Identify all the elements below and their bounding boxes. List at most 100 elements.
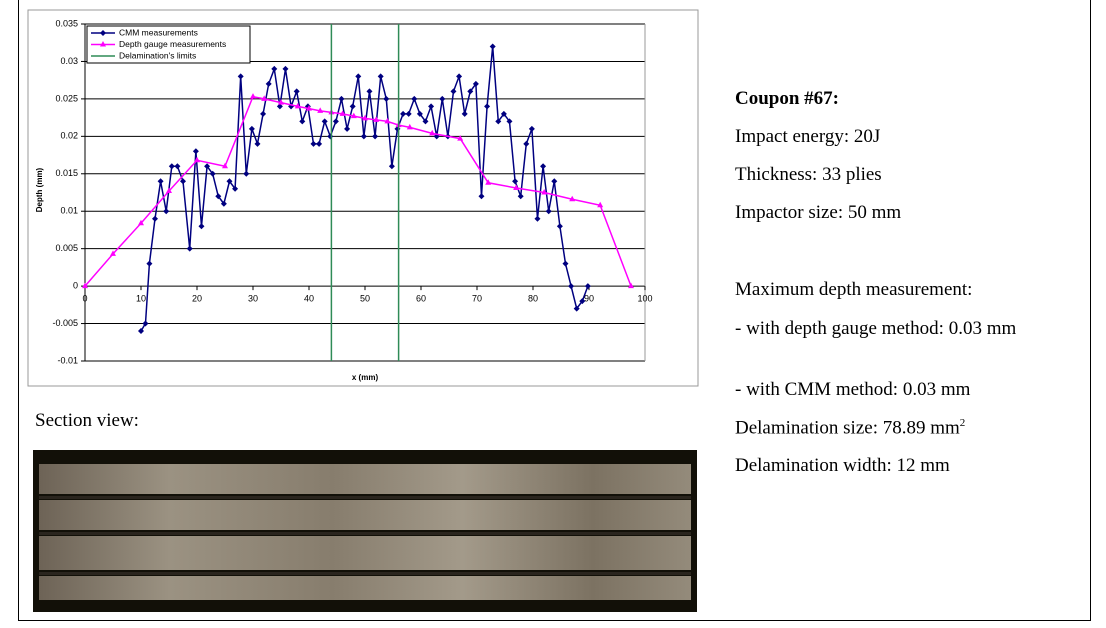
ply-line	[39, 496, 691, 499]
ply-band	[39, 536, 691, 570]
coupon-title: Coupon #67:	[735, 88, 839, 109]
point	[282, 65, 289, 72]
point	[294, 102, 301, 109]
point	[278, 99, 284, 105]
point	[461, 110, 468, 117]
point	[360, 133, 367, 140]
superscript: 2	[959, 417, 966, 429]
y-tick-label: 0.005	[55, 243, 78, 253]
x-tick-label: 0	[82, 293, 87, 303]
point	[232, 185, 239, 192]
y-tick-label: 0.03	[60, 56, 78, 66]
point	[250, 93, 256, 99]
point	[226, 178, 233, 185]
point	[545, 208, 552, 215]
point	[163, 208, 170, 215]
x-axis-label: x (mm)	[352, 373, 379, 382]
ply-band	[39, 576, 691, 600]
legend-label: Delamination's limits	[119, 50, 196, 60]
info-text: Delamination size: 78.89 mm	[735, 417, 960, 439]
ply-line	[39, 532, 691, 535]
x-tick-label: 40	[304, 293, 314, 303]
x-tick-label: 20	[192, 293, 202, 303]
point	[472, 80, 479, 87]
point	[157, 178, 164, 185]
point	[467, 88, 474, 95]
point	[597, 201, 604, 208]
y-tick-label: 0.02	[60, 131, 78, 141]
point	[204, 163, 211, 170]
chart-box	[27, 9, 699, 387]
x-tick-label: 60	[416, 293, 426, 303]
legend: CMM measurements Depth gauge measurements…	[86, 25, 251, 64]
point	[186, 245, 193, 252]
info-line: Impactor size: 50 mm	[735, 202, 902, 223]
info-line: Delamination width: 12 mm	[735, 455, 950, 476]
info-line: - with CMM method: 0.03 mm	[735, 379, 971, 400]
section-photo	[33, 450, 697, 612]
point	[82, 282, 88, 289]
info-line: Delamination size: 78.89 mm2	[735, 417, 965, 439]
point	[534, 215, 541, 222]
point	[355, 73, 362, 80]
point	[237, 73, 244, 80]
point	[429, 129, 436, 136]
point	[332, 118, 339, 125]
chart: Depth (mm) x (mm) -0.01 -0.005 0 0.005 0.01 0…	[27, 9, 699, 387]
point	[513, 184, 520, 191]
point	[138, 219, 144, 226]
point	[220, 200, 227, 207]
point	[422, 118, 429, 125]
point	[579, 298, 586, 305]
point	[439, 95, 446, 102]
point	[198, 223, 205, 230]
point	[450, 88, 457, 95]
point	[388, 163, 395, 170]
point	[584, 283, 591, 290]
point	[540, 163, 547, 170]
info-line: Maximum depth measurement:	[735, 279, 973, 300]
point	[254, 140, 261, 147]
point	[194, 156, 200, 163]
y-tick-label: 0.01	[60, 206, 78, 216]
point	[321, 118, 328, 125]
point	[168, 163, 175, 170]
legend-label: CMM measurements	[119, 27, 198, 37]
point	[209, 170, 216, 177]
series-line	[84, 95, 632, 287]
point	[306, 105, 312, 111]
point	[411, 95, 418, 102]
x-tick-label: 50	[360, 293, 370, 303]
point	[192, 148, 199, 155]
info-line: Impact energy: 20J	[735, 126, 881, 147]
point	[215, 193, 222, 200]
legend-marker	[100, 30, 106, 36]
point	[517, 193, 524, 200]
legend-marker	[100, 41, 106, 47]
x-tick-label: 10	[136, 293, 146, 303]
point	[485, 179, 492, 185]
x-tick-label: 80	[528, 293, 538, 303]
section-label: Section view:	[35, 410, 139, 431]
point	[405, 110, 412, 117]
point	[428, 103, 435, 110]
point	[350, 112, 357, 119]
point	[416, 110, 423, 117]
point	[568, 283, 575, 290]
ply-band	[39, 500, 691, 530]
point	[299, 118, 306, 125]
page-frame	[18, 0, 1091, 621]
point	[495, 118, 502, 125]
ply-band	[39, 464, 691, 494]
point	[260, 110, 267, 117]
ply-line	[39, 572, 691, 575]
point	[271, 65, 278, 72]
y-tick-label: 0	[73, 280, 78, 290]
point	[573, 305, 580, 312]
point	[366, 88, 373, 95]
y-tick-label: 0.025	[55, 93, 78, 103]
x-tick-label: 90	[584, 293, 594, 303]
point	[383, 95, 390, 102]
point	[377, 73, 384, 80]
point	[512, 178, 519, 185]
